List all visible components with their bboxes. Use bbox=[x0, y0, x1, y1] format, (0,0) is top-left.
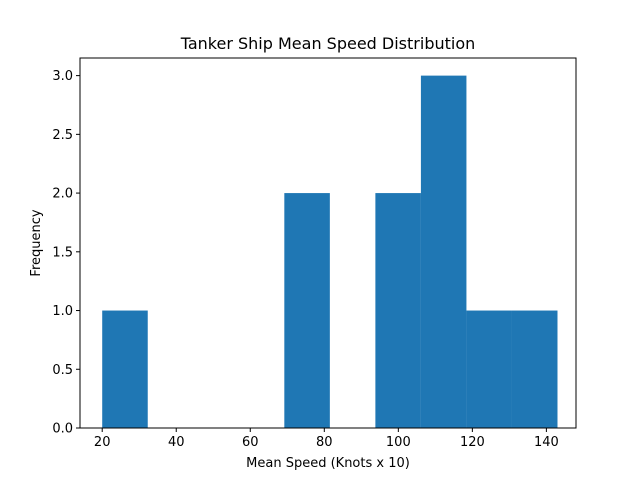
y-tick-label: 0.5 bbox=[52, 363, 73, 378]
histogram-bar bbox=[375, 193, 421, 428]
x-tick-label: 140 bbox=[534, 435, 559, 450]
y-axis-ticks: 0.0 0.5 1.0 1.5 2.0 2.5 3.0 bbox=[52, 69, 80, 437]
x-axis-label: Mean Speed (Knots x 10) bbox=[246, 456, 410, 471]
x-tick-label: 100 bbox=[386, 435, 411, 450]
x-axis-ticks: 20 40 60 80 100 120 140 bbox=[94, 428, 559, 450]
y-axis-label: Frequency bbox=[29, 209, 44, 276]
x-tick-label: 60 bbox=[242, 435, 259, 450]
histogram-bar bbox=[102, 310, 148, 428]
chart-title: Tanker Ship Mean Speed Distribution bbox=[180, 34, 476, 53]
x-tick-label: 20 bbox=[94, 435, 111, 450]
y-tick-label: 1.0 bbox=[52, 304, 73, 319]
histogram-bar bbox=[284, 193, 330, 428]
y-tick-label: 0.0 bbox=[52, 422, 73, 437]
histogram-bar bbox=[420, 75, 467, 428]
y-tick-label: 3.0 bbox=[52, 69, 73, 84]
bars-group bbox=[102, 75, 558, 428]
histogram-bar bbox=[466, 310, 512, 428]
x-tick-label: 80 bbox=[316, 435, 333, 450]
y-tick-label: 1.5 bbox=[52, 245, 73, 260]
x-tick-label: 120 bbox=[460, 435, 485, 450]
histogram-bar bbox=[511, 310, 558, 428]
plot-frame bbox=[79, 57, 577, 429]
x-tick-label: 40 bbox=[168, 435, 185, 450]
y-tick-label: 2.0 bbox=[52, 187, 73, 202]
y-tick-label: 2.5 bbox=[52, 128, 73, 143]
